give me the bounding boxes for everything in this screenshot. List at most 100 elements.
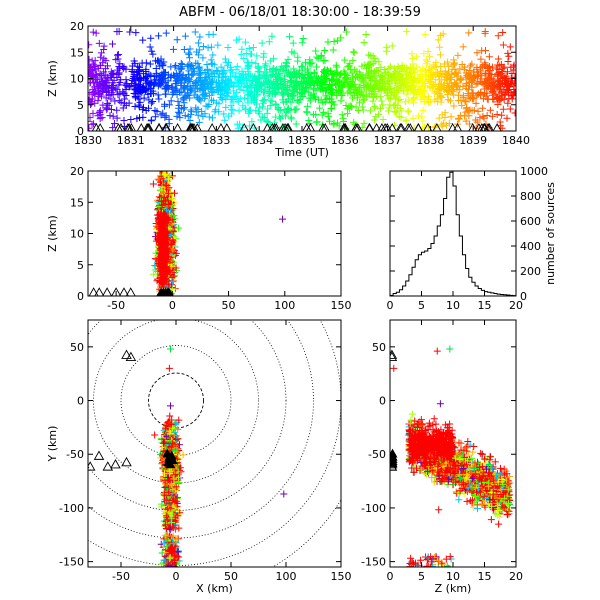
source-marker xyxy=(214,41,222,49)
source-marker xyxy=(192,59,200,67)
source-marker xyxy=(112,56,120,64)
source-marker xyxy=(142,85,150,93)
source-marker xyxy=(357,91,365,99)
source-marker xyxy=(180,85,188,93)
station-marker xyxy=(123,123,133,131)
source-marker xyxy=(413,53,421,61)
source-marker xyxy=(99,84,107,92)
source-marker xyxy=(308,59,316,67)
panel-histogram-xtick-label: 0 xyxy=(387,299,394,312)
source-marker xyxy=(266,57,274,65)
source-marker xyxy=(307,60,315,68)
range-ring xyxy=(88,320,287,511)
source-marker xyxy=(299,34,307,42)
source-marker xyxy=(403,83,411,91)
source-marker xyxy=(204,102,212,110)
source-marker xyxy=(236,85,244,93)
source-marker xyxy=(171,189,179,197)
source-marker xyxy=(327,95,335,103)
source-marker xyxy=(355,72,363,80)
source-marker xyxy=(500,73,508,81)
source-marker xyxy=(481,29,489,37)
source-marker xyxy=(462,117,470,125)
source-marker xyxy=(403,84,411,92)
source-marker xyxy=(383,43,391,51)
source-marker xyxy=(468,107,476,115)
source-marker xyxy=(409,60,417,68)
source-marker xyxy=(133,83,141,91)
source-marker xyxy=(488,112,496,120)
source-marker xyxy=(150,89,158,97)
station-marker xyxy=(353,123,363,131)
source-marker xyxy=(203,60,211,68)
source-marker xyxy=(159,61,167,69)
panel-x-z-xtick-label: 100 xyxy=(274,299,295,312)
source-marker xyxy=(312,47,320,55)
source-marker xyxy=(237,51,245,59)
station-marker xyxy=(477,123,487,131)
source-marker xyxy=(180,105,188,113)
source-marker xyxy=(128,68,136,76)
source-marker xyxy=(335,122,343,130)
source-marker xyxy=(333,76,341,84)
source-marker xyxy=(313,81,321,89)
source-marker xyxy=(240,55,248,63)
source-marker xyxy=(89,85,97,93)
source-marker xyxy=(424,47,432,55)
source-marker xyxy=(157,178,165,186)
source-marker xyxy=(459,43,467,51)
source-marker xyxy=(305,88,313,96)
station-marker xyxy=(302,123,312,131)
source-marker xyxy=(113,85,121,93)
source-marker xyxy=(220,69,228,77)
panel-x-z-xtick-label: -50 xyxy=(107,299,125,312)
panel-time-height-xtick-label: 1830 xyxy=(74,134,102,147)
source-marker xyxy=(96,70,104,78)
source-marker xyxy=(147,99,155,107)
source-marker xyxy=(289,39,297,47)
source-marker xyxy=(208,60,216,68)
source-marker xyxy=(172,85,180,93)
source-marker xyxy=(191,78,199,86)
source-marker xyxy=(321,47,329,55)
station-marker xyxy=(186,123,196,131)
source-marker xyxy=(469,89,477,97)
source-marker xyxy=(197,81,205,89)
source-marker xyxy=(268,97,276,105)
source-marker xyxy=(477,89,485,97)
source-marker xyxy=(233,78,241,86)
source-marker xyxy=(164,200,172,208)
source-marker xyxy=(188,108,196,116)
source-marker xyxy=(88,117,92,125)
source-marker xyxy=(432,70,440,78)
source-marker xyxy=(171,87,179,95)
source-marker xyxy=(344,72,352,80)
station-marker xyxy=(111,287,122,296)
station-marker xyxy=(164,287,174,296)
source-marker xyxy=(420,88,428,96)
station-marker xyxy=(479,123,489,131)
source-marker xyxy=(215,100,223,108)
source-marker xyxy=(349,56,357,64)
source-marker xyxy=(127,116,135,124)
source-marker xyxy=(155,95,163,103)
source-marker xyxy=(494,71,502,79)
source-marker xyxy=(293,97,301,105)
source-marker xyxy=(462,105,470,113)
source-marker xyxy=(150,76,158,84)
source-marker xyxy=(472,99,480,107)
source-marker xyxy=(147,116,155,124)
source-marker xyxy=(363,72,371,80)
source-marker xyxy=(347,77,355,85)
source-marker xyxy=(485,64,493,72)
source-marker xyxy=(358,103,366,111)
source-marker xyxy=(395,113,403,121)
source-marker xyxy=(158,201,166,209)
source-marker xyxy=(92,75,100,83)
source-marker xyxy=(510,88,516,96)
source-marker xyxy=(327,68,335,76)
source-marker xyxy=(427,98,435,106)
source-marker xyxy=(182,92,190,100)
source-marker xyxy=(324,113,332,121)
